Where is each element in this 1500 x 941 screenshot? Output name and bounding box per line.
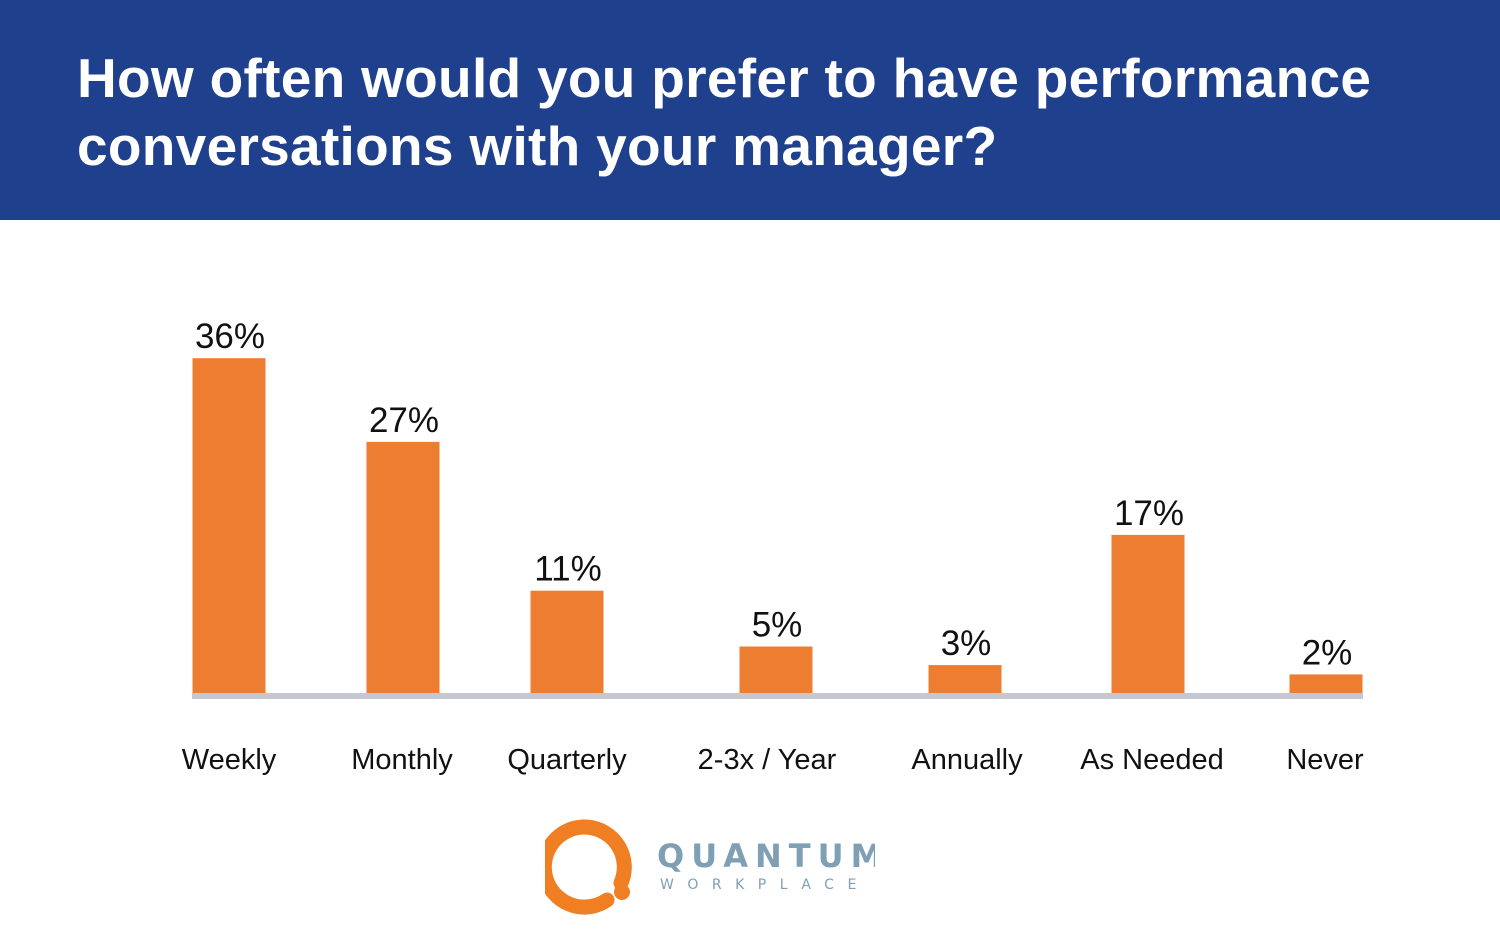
title-banner: How often would you prefer to have perfo… — [0, 0, 1500, 220]
bar-never — [1289, 674, 1363, 693]
category-label: Annually — [911, 744, 1023, 776]
data-label: 5% — [752, 606, 803, 645]
bar-2-3x-year — [739, 646, 813, 693]
quantum-workplace-logo: QUANTUM WORKPLACE — [545, 819, 875, 915]
data-label: 3% — [941, 624, 992, 663]
chart-title: How often would you prefer to have perfo… — [77, 47, 1372, 177]
category-label: 2-3x / Year — [698, 744, 837, 776]
data-label: 2% — [1302, 633, 1353, 672]
data-label: 11% — [534, 550, 601, 589]
category-label: As Needed — [1080, 744, 1224, 776]
data-label: 17% — [1114, 494, 1184, 533]
category-label: Weekly — [182, 744, 277, 776]
bar-monthly — [366, 441, 440, 693]
bar-weekly — [192, 358, 266, 693]
logo-text-quantum: QUANTUM — [657, 837, 875, 875]
bar-annually — [928, 665, 1002, 693]
data-label: 27% — [369, 401, 439, 440]
category-label: Never — [1286, 744, 1364, 776]
logo-text-workplace: WORKPLACE — [660, 877, 870, 893]
bar-as-needed — [1111, 534, 1185, 693]
bar-quarterly — [530, 590, 604, 693]
category-label: Monthly — [351, 744, 453, 776]
category-label: Quarterly — [507, 744, 627, 776]
data-label: 36% — [195, 317, 265, 356]
x-axis-baseline — [192, 693, 1363, 699]
